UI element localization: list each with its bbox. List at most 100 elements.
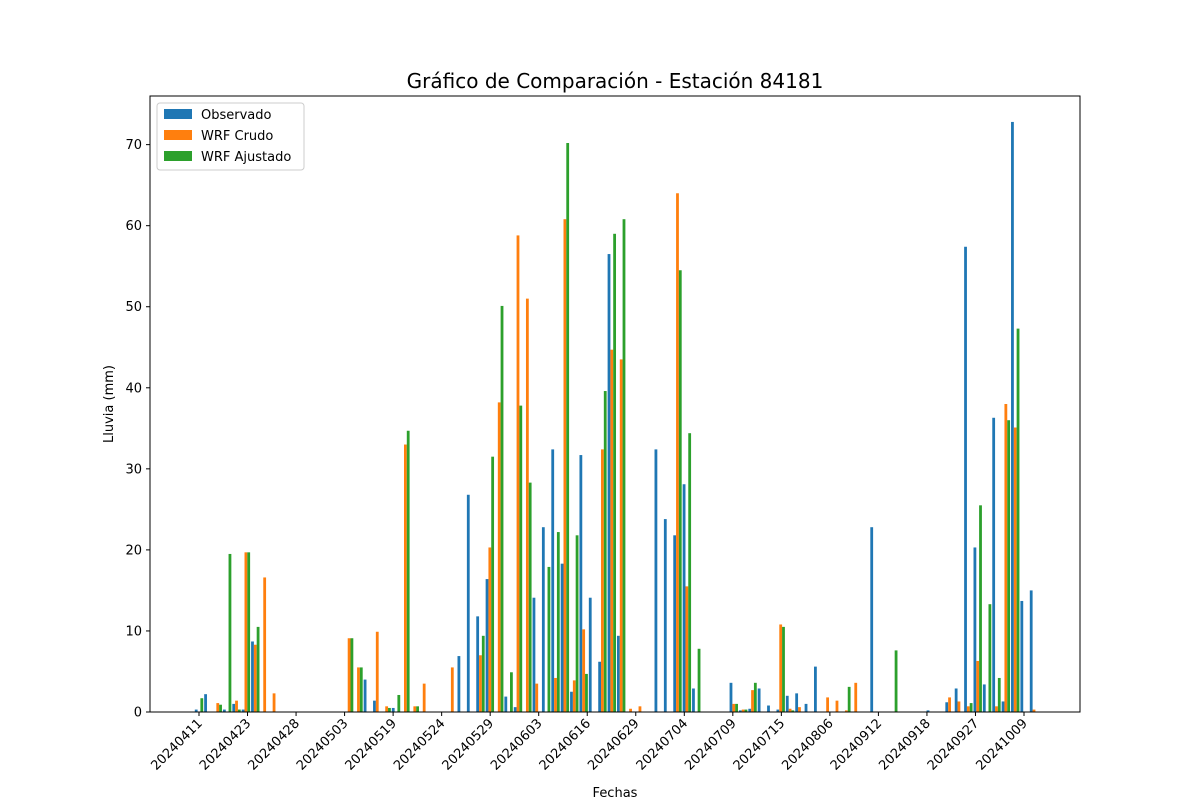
bar-wrf-crudo-c21 (385, 706, 389, 712)
bar-observado-c79 (926, 710, 930, 712)
bar-wrf-ajustado-c38 (547, 566, 551, 712)
bar-wrf-ajustado-c63 (782, 626, 785, 712)
bar-wrf-ajustado-c85 (988, 604, 992, 712)
x-tick-label: 20240428 (245, 716, 302, 773)
bar-observado-c41 (570, 691, 573, 712)
bar-wrf-ajustado-c83 (969, 703, 973, 712)
bar-wrf-crudo-c44 (601, 449, 604, 712)
bar-wrf-ajustado-c40 (566, 143, 570, 712)
bar-wrf-ajustado-c53 (688, 433, 692, 712)
bar-wrf-ajustado-c52 (678, 270, 682, 712)
x-tick-label: 20240529 (440, 716, 497, 773)
bar-observado-c39 (551, 449, 555, 712)
x-tick-label: 20240918 (876, 716, 933, 773)
legend-swatch-observado (164, 109, 192, 119)
bar-wrf-crudo-c63 (779, 624, 783, 712)
bar-wrf-crudo-c45 (610, 349, 614, 712)
bar-observado-c73 (870, 527, 874, 712)
bar-wrf-ajustado-c34 (510, 672, 513, 712)
bar-wrf-ajustado-c06 (247, 552, 251, 712)
bar-wrf-crudo-c41 (572, 680, 576, 712)
bar-observado-c02 (204, 694, 207, 712)
bar-wrf-crudo-c25 (422, 683, 426, 712)
bar-observado-c54 (692, 688, 695, 712)
legend-swatch-wrf-ajustado (164, 151, 192, 161)
bar-observado-c45 (607, 254, 611, 713)
bar-observado-c59 (738, 710, 742, 712)
bar-wrf-crudo-c06 (244, 552, 248, 712)
bar-observado-c29 (457, 656, 461, 712)
bar-wrf-crudo-c23 (404, 444, 407, 712)
y-tick-label: 40 (125, 381, 142, 396)
bar-observado-c81 (945, 702, 949, 712)
bar-observado-c01 (194, 709, 198, 712)
bar-observado-c42 (579, 455, 583, 712)
bar-wrf-ajustado-c59 (744, 709, 748, 712)
bar-wrf-ajustado-c31 (481, 635, 485, 712)
bar-wrf-crudo-c31 (479, 655, 482, 712)
bar-observado-c34 (504, 696, 508, 712)
bar-wrf-crudo-c58 (732, 703, 736, 712)
bar-wrf-crudo-c88 (1013, 427, 1017, 712)
bar-observado-c31 (476, 616, 480, 712)
bar-wrf-ajustado-c32 (491, 456, 495, 712)
bar-observado-c30 (466, 494, 470, 712)
bar-wrf-crudo-c52 (676, 193, 679, 712)
bar-wrf-crudo-c87 (1004, 404, 1008, 712)
bar-wrf-ajustado-c88 (1016, 328, 1020, 712)
x-tick-label: 20240519 (343, 716, 400, 773)
bar-wrf-ajustado-c84 (979, 505, 982, 712)
bar-wrf-ajustado-c21 (388, 707, 391, 712)
bar-wrf-crudo-c18 (357, 667, 360, 712)
bar-observado-c63 (776, 709, 780, 712)
bar-observado-c37 (532, 597, 536, 712)
x-tick-label: 20240411 (148, 716, 205, 773)
bar-wrf-crudo-c33 (497, 402, 501, 712)
plot-area-frame (149, 95, 1081, 713)
bar-observado-c22 (391, 707, 395, 712)
legend-label-wrf-crudo: WRF Crudo (201, 129, 273, 144)
x-tick-label: 20240704 (634, 716, 691, 773)
bar-wrf-crudo-c28 (450, 667, 454, 712)
x-tick-label: 20240524 (391, 716, 448, 773)
x-tick-label: 20240616 (537, 716, 594, 773)
bar-observado-c19 (363, 679, 367, 712)
bar-observado-c64 (785, 695, 789, 712)
bar-observado-c51 (663, 519, 667, 712)
bar-wrf-ajustado-c04 (228, 553, 232, 712)
legend-box (156, 102, 305, 171)
bar-wrf-crudo-c65 (798, 707, 801, 712)
y-tick-label: 50 (125, 300, 142, 315)
legend: Observado WRF Crudo WRF Ajustado (156, 102, 305, 171)
bar-wrf-crudo-c07 (253, 644, 257, 712)
bar-wrf-crudo-c71 (854, 682, 858, 712)
bar-wrf-crudo-c53 (685, 586, 689, 712)
bar-wrf-ajustado-c07 (256, 626, 260, 712)
bar-wrf-crudo-c84 (976, 660, 980, 712)
bar-wrf-crudo-c60 (751, 690, 754, 712)
bar-observado-c89 (1020, 600, 1024, 712)
legend-label-wrf-ajustado: WRF Ajustado (201, 150, 291, 165)
bar-wrf-ajustado-c05 (237, 709, 241, 712)
bar-wrf-crudo-c17 (347, 638, 351, 712)
bar-wrf-ajustado-c24 (416, 706, 419, 712)
bar-observado-c85 (982, 684, 986, 712)
bar-wrf-crudo-c69 (835, 700, 839, 712)
bar-wrf-crudo-c64 (788, 708, 792, 712)
bar-wrf-crudo-c03 (216, 703, 220, 712)
bar-observado-c04 (222, 709, 226, 712)
bar-wrf-crudo-c39 (554, 677, 557, 712)
bar-wrf-crudo-c81 (948, 697, 951, 712)
bar-wrf-ajustado-c87 (1007, 420, 1011, 712)
bar-observado-c52 (673, 535, 677, 712)
bar-observado-c82 (954, 688, 958, 712)
bar-wrf-ajustado-c46 (622, 219, 626, 712)
bar-observado-c90 (1029, 590, 1033, 712)
bar-observado-c46 (616, 635, 620, 712)
bar-wrf-ajustado-c70 (847, 686, 851, 712)
bar-observado-c40 (560, 563, 564, 712)
bar-wrf-crudo-c46 (619, 359, 623, 712)
bar-wrf-ajustado-c64 (791, 710, 795, 712)
